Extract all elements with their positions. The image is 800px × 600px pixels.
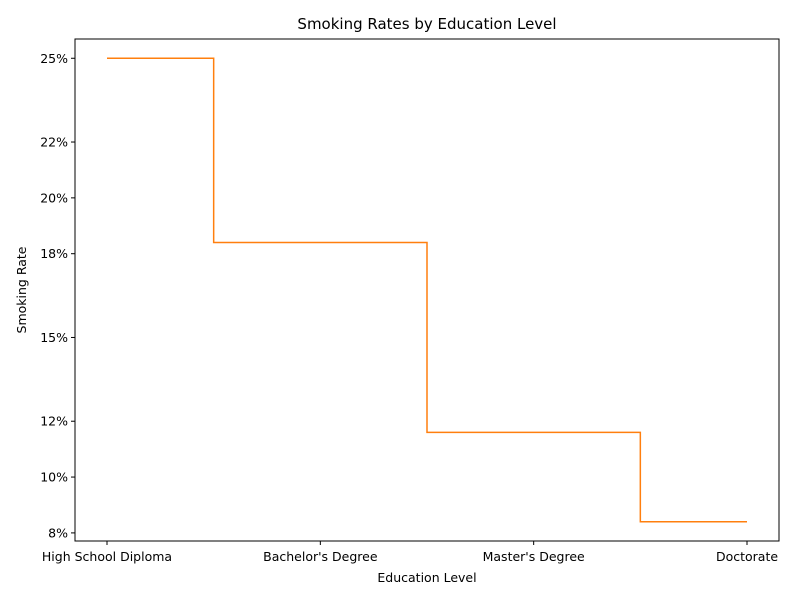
y-axis-title: Smoking Rate (14, 246, 29, 333)
y-tick-label: 25% (40, 51, 68, 66)
y-tick-label: 10% (40, 470, 68, 485)
y-tick-label: 22% (40, 135, 68, 150)
x-tick-label: Master's Degree (483, 549, 585, 564)
x-tick-label: High School Diploma (42, 549, 172, 564)
x-axis: High School Diploma Bachelor's Degree Mast… (42, 541, 778, 564)
chart-title: Smoking Rates by Education Level (297, 15, 556, 33)
y-tick-label: 8% (48, 525, 68, 540)
y-axis: 8% 10% 12% 15% 18% 20% 22% 25% (40, 51, 75, 540)
x-tick-label: Bachelor's Degree (263, 549, 378, 564)
x-axis-title: Education Level (377, 570, 476, 585)
x-tick-label: Doctorate (716, 549, 778, 564)
y-tick-label: 20% (40, 190, 68, 205)
plot-frame (74, 38, 780, 542)
y-tick-label: 12% (40, 414, 68, 429)
series-step-line (107, 57, 747, 523)
y-tick-label: 18% (40, 246, 68, 261)
plot-area (107, 57, 747, 523)
y-tick-label: 15% (40, 330, 68, 345)
